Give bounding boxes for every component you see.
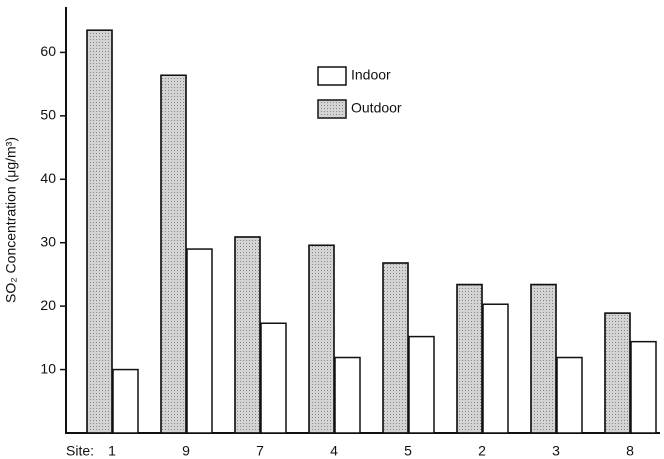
bar — [630, 340, 657, 434]
bar-stipple — [382, 262, 409, 434]
y-tick-label: 10 — [40, 360, 56, 376]
y-axis-label: SO₂ Concentration (μg/m³) — [3, 137, 19, 303]
legend-label: Outdoor — [351, 100, 402, 116]
bar-stipple — [86, 29, 113, 434]
x-axis-label: Site: — [66, 443, 94, 459]
y-tick-label: 40 — [40, 170, 56, 186]
x-tick-label: 3 — [552, 443, 560, 459]
legend-swatch — [317, 66, 347, 86]
bar — [334, 356, 361, 434]
y-tick-label: 50 — [40, 107, 56, 123]
bar — [112, 368, 139, 434]
bar-stipple — [604, 312, 631, 434]
y-tick-label: 30 — [40, 233, 56, 249]
x-tick-label: 9 — [182, 443, 190, 459]
y-tick-label: 20 — [40, 297, 56, 313]
bar — [260, 322, 287, 434]
y-tick-label: 60 — [40, 43, 56, 59]
x-tick-label: 8 — [626, 443, 634, 459]
x-tick-label: 4 — [330, 443, 338, 459]
bar-stipple — [456, 283, 483, 434]
bar — [408, 335, 435, 434]
x-tick-label: 1 — [108, 443, 116, 459]
bar-stipple — [160, 74, 187, 434]
bar — [482, 303, 509, 434]
bar — [186, 248, 213, 434]
bar-stipple — [530, 283, 557, 434]
x-tick-label: 7 — [256, 443, 264, 459]
legend-label: Indoor — [351, 67, 391, 83]
legend-stipple — [318, 100, 346, 118]
bar — [556, 356, 583, 434]
x-tick-label: 5 — [404, 443, 412, 459]
x-tick-label: 2 — [478, 443, 486, 459]
bar-stipple — [308, 244, 335, 434]
bar-stipple — [234, 236, 261, 434]
